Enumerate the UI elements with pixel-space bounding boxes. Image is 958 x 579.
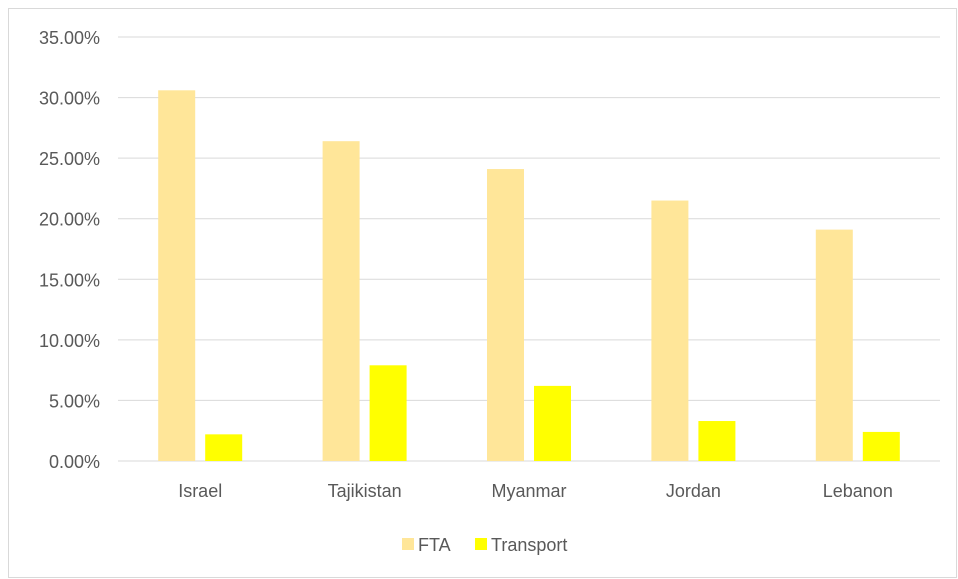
y-tick-label: 30.00% xyxy=(39,89,100,109)
bar-transport-myanmar xyxy=(534,385,571,461)
bar-transport-tajikistan xyxy=(369,365,407,461)
bar-fta-tajikistan xyxy=(322,141,360,461)
bar-transport-israel xyxy=(205,434,243,461)
legend-label-transport: Transport xyxy=(491,535,567,555)
x-tick-label: Myanmar xyxy=(491,481,566,501)
legend-label-fta: FTA xyxy=(418,535,451,555)
bar-transport-jordan xyxy=(698,421,736,461)
bars xyxy=(158,90,900,462)
x-tick-label: Tajikistan xyxy=(328,481,402,501)
legend: FTA Transport xyxy=(402,535,567,555)
legend-swatch-fta xyxy=(402,538,414,550)
y-tick-label: 5.00% xyxy=(49,391,100,411)
bar-fta-jordan xyxy=(651,200,689,462)
gridlines xyxy=(118,36,940,462)
bar-fta-myanmar xyxy=(487,169,524,461)
x-tick-label: Jordan xyxy=(666,481,721,501)
chart-border xyxy=(8,8,957,578)
bar-fta-lebanon xyxy=(815,229,853,461)
legend-swatch-transport xyxy=(475,538,487,550)
y-tick-label: 10.00% xyxy=(39,331,100,351)
bar-fta-israel xyxy=(158,90,196,461)
y-tick-label: 15.00% xyxy=(39,270,100,290)
x-tick-label: Israel xyxy=(178,481,222,501)
y-tick-label: 25.00% xyxy=(39,149,100,169)
x-tick-label: Lebanon xyxy=(823,481,893,501)
x-axis-tick-labels: Israel Tajikistan Myanmar Jordan Lebanon xyxy=(178,481,893,501)
y-axis-tick-labels: 0.00% 5.00% 10.00% 15.00% 20.00% 25.00% 30.00%… xyxy=(39,28,100,472)
y-tick-label: 0.00% xyxy=(49,452,100,472)
y-tick-label: 20.00% xyxy=(39,210,100,230)
bar-transport-lebanon xyxy=(862,431,900,461)
y-tick-label: 35.00% xyxy=(39,28,100,48)
